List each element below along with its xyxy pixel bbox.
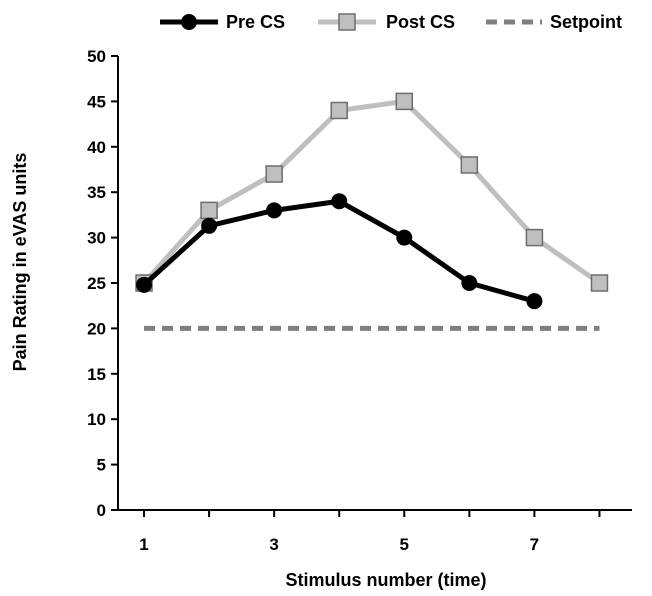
data-point — [201, 217, 218, 234]
data-point — [331, 193, 348, 210]
series-pre-cs — [136, 193, 543, 310]
legend-marker — [338, 13, 356, 31]
data-point — [526, 293, 543, 310]
data-point — [396, 229, 413, 246]
legend-label: Pre CS — [226, 12, 285, 32]
x-tick-label: 7 — [530, 535, 539, 554]
x-axis-title: Stimulus number (time) — [285, 570, 486, 590]
data-point — [525, 228, 544, 247]
x-tick-label: 3 — [269, 535, 278, 554]
y-tick-label: 30 — [87, 229, 106, 248]
x-tick-label: 5 — [400, 535, 409, 554]
series-post-cs — [135, 92, 609, 292]
y-tick-label: 10 — [87, 410, 106, 429]
y-tick-label: 5 — [97, 456, 106, 475]
data-point — [136, 276, 153, 293]
legend-marker — [181, 14, 197, 30]
x-tick-label: 1 — [139, 535, 148, 554]
legend: Pre CS Post CS Setpoint — [160, 12, 622, 32]
y-tick-label: 25 — [87, 274, 106, 293]
legend-label: Post CS — [386, 12, 455, 32]
data-point — [395, 92, 414, 111]
data-point — [266, 202, 283, 219]
legend-label: Setpoint — [550, 12, 622, 32]
data-point — [590, 274, 609, 292]
data-point — [330, 101, 348, 120]
y-tick-label: 0 — [97, 501, 106, 520]
y-tick-label: 40 — [87, 138, 106, 157]
data-point — [200, 201, 218, 220]
y-tick-label: 15 — [87, 365, 106, 384]
series-layer — [135, 92, 609, 331]
y-tick-label: 35 — [87, 183, 106, 202]
legend-item-post-cs: Post CS — [318, 12, 455, 32]
y-tick-label: 50 — [87, 47, 106, 66]
legend-item-setpoint: Setpoint — [486, 12, 622, 32]
y-tick-label: 20 — [87, 319, 106, 338]
data-point — [460, 156, 479, 174]
y-axis-title: Pain Rating in eVAS units — [10, 153, 30, 372]
legend-item-pre-cs: Pre CS — [160, 12, 285, 32]
data-point — [265, 165, 283, 183]
series-line — [142, 98, 601, 286]
data-point — [461, 275, 478, 291]
y-tick-label: 45 — [87, 92, 106, 111]
